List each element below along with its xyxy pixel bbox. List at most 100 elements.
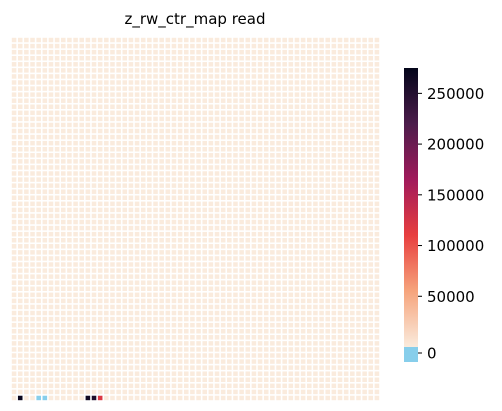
heatmap-cell (177, 329, 183, 334)
heatmap-cell (11, 286, 17, 291)
heatmap-cell (184, 43, 189, 49)
heatmap-cell (67, 68, 72, 73)
heatmap-cell (374, 322, 380, 328)
heatmap-cell (331, 250, 337, 255)
heatmap-cell (153, 310, 158, 316)
heatmap-cell (239, 201, 244, 207)
heatmap-cell (67, 377, 72, 382)
heatmap-cell (300, 189, 306, 194)
heatmap-cell (270, 195, 275, 200)
heatmap-cell (368, 244, 374, 249)
heatmap-cell (356, 268, 361, 273)
heatmap-cell (122, 292, 128, 298)
heatmap-cell (294, 310, 300, 316)
heatmap-cell (165, 43, 171, 49)
heatmap-cell (97, 86, 103, 91)
heatmap-cell (85, 104, 91, 109)
heatmap-cell (61, 225, 66, 231)
heatmap-cell (104, 353, 109, 358)
heatmap-cell (97, 43, 103, 49)
heatmap-cell (294, 86, 300, 91)
heatmap-cell (171, 195, 177, 200)
heatmap-cell (128, 347, 134, 352)
heatmap-cell (91, 110, 97, 116)
heatmap-cell (294, 322, 300, 328)
heatmap-cell (128, 80, 134, 85)
heatmap-cell (368, 231, 374, 237)
heatmap-cell (159, 292, 164, 298)
heatmap-cell (110, 183, 115, 188)
heatmap-cell (128, 177, 134, 182)
heatmap-cell (17, 86, 23, 91)
heatmap-cell (97, 329, 103, 334)
heatmap-cell (294, 262, 300, 267)
heatmap-cell (85, 195, 91, 200)
heatmap-cell (85, 292, 91, 298)
heatmap-cell (165, 353, 171, 358)
heatmap-cell (208, 262, 214, 267)
heatmap-cell (17, 98, 23, 103)
heatmap-cell (245, 359, 251, 364)
heatmap-cell (251, 62, 257, 67)
heatmap-cell (233, 322, 238, 328)
heatmap-cell (153, 298, 158, 304)
heatmap-cell (276, 280, 281, 285)
heatmap-cell (319, 244, 324, 249)
heatmap-cell (350, 371, 355, 376)
heatmap-cell (220, 286, 226, 291)
heatmap-cell (134, 43, 140, 49)
heatmap-cell (85, 377, 91, 382)
heatmap-cell (110, 286, 115, 291)
heatmap-cell (233, 292, 238, 298)
heatmap-cell (110, 244, 115, 249)
heatmap-cell (227, 147, 232, 152)
heatmap-cell (374, 383, 380, 389)
heatmap-cell (159, 341, 164, 346)
heatmap-cell (300, 68, 306, 73)
heatmap-cell (294, 195, 300, 200)
heatmap-cell (245, 134, 251, 140)
heatmap-cell (307, 280, 312, 285)
heatmap-cell (350, 316, 355, 322)
heatmap-cell (251, 256, 257, 261)
heatmap-cell (282, 359, 287, 364)
heatmap-cell (282, 207, 287, 213)
heatmap-cell (270, 80, 275, 85)
heatmap-cell (184, 304, 189, 310)
heatmap-cell (350, 322, 355, 328)
heatmap-cell (110, 383, 115, 389)
heatmap-cell (331, 56, 337, 61)
heatmap-cell (350, 365, 355, 370)
heatmap-cell (116, 219, 121, 225)
heatmap-cell (202, 177, 207, 182)
heatmap-cell (196, 383, 201, 389)
heatmap-cell (110, 395, 115, 401)
heatmap-cell (245, 177, 251, 182)
heatmap-cell (110, 365, 115, 370)
heatmap-cell (294, 62, 300, 67)
heatmap-cell (307, 74, 312, 79)
heatmap-cell (134, 371, 140, 376)
heatmap-cell (196, 262, 201, 267)
heatmap-cell (300, 37, 306, 43)
heatmap-cell (331, 98, 337, 103)
heatmap-cell (350, 140, 355, 146)
heatmap-cell (147, 165, 152, 170)
heatmap-cell (343, 383, 349, 389)
heatmap-cell (61, 371, 66, 376)
heatmap-cell (294, 335, 300, 340)
heatmap-cell (214, 359, 220, 364)
heatmap-cell (300, 56, 306, 61)
heatmap-cell (128, 322, 134, 328)
heatmap-cell (368, 49, 374, 55)
heatmap-cell (208, 201, 214, 207)
heatmap-cell (36, 213, 41, 219)
heatmap-cell (325, 171, 330, 176)
heatmap-cell (325, 147, 330, 152)
heatmap-cell (48, 116, 54, 122)
heatmap-cell (300, 110, 306, 116)
heatmap-cell (362, 395, 367, 401)
heatmap-cell (288, 171, 294, 176)
heatmap-cell (288, 159, 294, 164)
